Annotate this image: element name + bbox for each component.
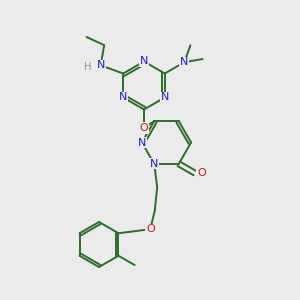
- Text: H: H: [84, 62, 92, 72]
- Text: O: O: [146, 224, 155, 234]
- Text: O: O: [140, 123, 148, 133]
- Text: N: N: [160, 92, 169, 103]
- Text: O: O: [197, 168, 206, 178]
- Text: N: N: [138, 137, 146, 148]
- Text: N: N: [180, 57, 188, 67]
- Text: N: N: [97, 60, 105, 70]
- Text: N: N: [150, 159, 158, 169]
- Text: N: N: [140, 56, 148, 67]
- Text: N: N: [119, 92, 128, 103]
